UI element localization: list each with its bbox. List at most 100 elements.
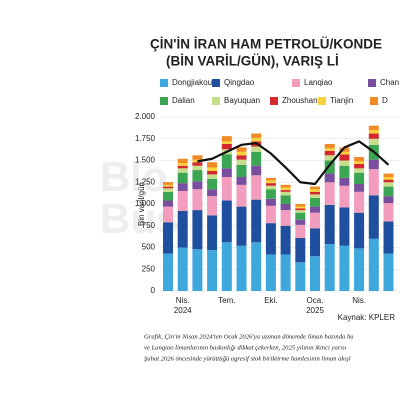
bar-segment <box>221 143 232 150</box>
bar-segment <box>354 248 365 291</box>
bar-segment <box>163 186 173 189</box>
bar-segment <box>207 189 218 197</box>
legend-label: Tianjin <box>330 96 353 105</box>
x-tick-label: Nis. <box>352 296 366 305</box>
bar-segment <box>354 163 365 169</box>
x-tick-label: Tem. <box>218 296 235 305</box>
bar-segment <box>207 174 218 179</box>
bar-segment <box>295 237 306 263</box>
bar-segment <box>354 191 365 213</box>
bar-segment <box>236 151 247 156</box>
bar-segment <box>265 183 276 186</box>
legend-swatch <box>212 97 220 105</box>
bar-segment <box>295 208 306 211</box>
bar-segment <box>339 154 350 161</box>
bar-segment <box>251 151 262 166</box>
bar-segment <box>295 262 306 291</box>
bar-segment <box>368 169 379 196</box>
legend-label: Bayuquan <box>224 96 260 105</box>
bar-segment <box>339 147 350 152</box>
bar-segment <box>251 242 262 291</box>
bar-segment <box>236 147 247 152</box>
bar-segment <box>339 207 350 246</box>
bar-segment <box>221 141 232 144</box>
bar-segment <box>295 210 306 213</box>
average-line <box>197 140 390 186</box>
bar-segment <box>207 170 218 175</box>
bar-segment <box>265 185 276 190</box>
bar-segment <box>368 125 379 131</box>
bar-segment <box>236 159 247 165</box>
bar-segment <box>207 178 218 190</box>
bar-segment <box>265 177 276 181</box>
bar-segment <box>207 250 218 291</box>
y-tick-label: 1.250 <box>135 177 156 186</box>
bar-segment <box>368 138 379 145</box>
bar-segment <box>310 197 320 207</box>
y-tick-label: 2.000 <box>135 112 156 121</box>
legend-swatch <box>212 79 220 87</box>
bar-segment <box>251 137 262 142</box>
bar-segment <box>280 195 291 204</box>
legend-label: Lanqiao <box>304 78 333 87</box>
legend-swatch <box>318 97 326 105</box>
bar-segment <box>383 182 394 187</box>
bar-segment <box>177 168 188 173</box>
y-tick-label: 750 <box>142 221 156 230</box>
bar-segment <box>221 242 232 291</box>
bar-segment <box>310 191 320 195</box>
x-tick-label: Eki. <box>264 296 277 305</box>
bar-segment <box>207 215 218 251</box>
bar-segment <box>368 195 379 239</box>
bar-segment <box>280 204 291 211</box>
bar-segment <box>310 212 320 229</box>
y-axis-label: Bin varil/gün <box>137 182 146 226</box>
bar-segment <box>280 190 291 192</box>
legend-label: D <box>382 96 388 105</box>
bar-segment <box>163 191 173 201</box>
bar-segment <box>236 164 247 178</box>
bar-segment <box>324 182 335 205</box>
bar-segment <box>177 158 188 164</box>
bar-segment <box>221 168 232 178</box>
y-tick-label: 500 <box>142 243 156 252</box>
bar-segment <box>177 172 188 184</box>
chart-subtitle: (BİN VARİL/GÜN), VARIŞ Lİ <box>166 54 339 69</box>
bar-segment <box>192 249 203 291</box>
bar-segment <box>368 159 379 170</box>
legend-label: Dalian <box>172 96 195 105</box>
bar-segment <box>354 168 365 173</box>
bar-segment <box>192 170 203 182</box>
bar-segment <box>251 165 262 176</box>
bar-segment <box>163 222 173 254</box>
legend-swatch <box>160 79 168 87</box>
bar-segment <box>280 184 291 188</box>
bar-segment <box>354 212 365 249</box>
legend-label: Dongjiakou <box>172 78 212 87</box>
bar-segment <box>354 172 365 184</box>
bar-segment <box>354 157 365 162</box>
legend-swatch <box>292 79 300 87</box>
bar-segment <box>368 238 379 291</box>
bar-segment <box>236 155 247 160</box>
bar-segment <box>324 173 335 183</box>
bar-segment <box>310 206 320 213</box>
bar-segment <box>207 162 218 168</box>
watermark: Blo <box>100 153 168 200</box>
legend-swatch <box>368 79 376 87</box>
bar-segment <box>383 253 394 291</box>
bar-segment <box>177 183 188 191</box>
x-tick-label: Oca. 2025 <box>306 296 324 315</box>
bar-segment <box>324 143 335 149</box>
bar-segment <box>192 210 203 250</box>
bar-segment <box>310 194 320 198</box>
bar-segment <box>192 162 203 166</box>
bar-segment <box>251 146 262 152</box>
bar-segment <box>177 210 188 248</box>
bar-segment <box>339 177 350 186</box>
bar-segment <box>177 190 188 211</box>
bar-segment <box>163 200 173 207</box>
bar-segment <box>339 245 350 291</box>
